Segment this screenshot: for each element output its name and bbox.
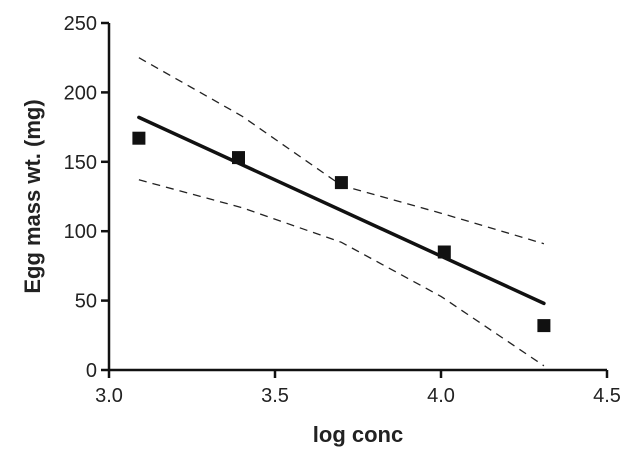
regression-line-group <box>137 115 546 306</box>
confidence-band-lower <box>138 179 545 367</box>
y-tick-label: 50 <box>75 291 97 313</box>
data-point <box>437 245 451 259</box>
y-tick-label: 100 <box>64 221 97 243</box>
x-tick-label: 3.5 <box>261 385 289 407</box>
y-tick-label: 200 <box>64 82 97 104</box>
y-tick-label: 150 <box>64 152 97 174</box>
x-tick-label: 4.0 <box>427 385 455 407</box>
tick-marks <box>101 21 609 378</box>
y-tick-label: 0 <box>86 360 97 382</box>
data-points <box>132 131 551 333</box>
regression-line <box>137 115 546 306</box>
data-point <box>334 176 348 190</box>
confidence-band-upper <box>138 57 545 245</box>
x-axis-label: log conc <box>313 422 403 447</box>
data-point <box>232 151 245 165</box>
tick-labels: 0 50 100 150 200 250 3.0 3.5 4.0 4.5 <box>64 13 621 407</box>
y-axis-label: Egg mass wt. (mg) <box>20 99 45 293</box>
x-tick-label: 3.0 <box>95 385 123 407</box>
y-tick-label: 250 <box>64 13 97 35</box>
data-point <box>132 131 146 145</box>
axes <box>107 23 607 372</box>
x-tick-label: 4.5 <box>593 385 621 407</box>
data-point <box>537 319 551 333</box>
